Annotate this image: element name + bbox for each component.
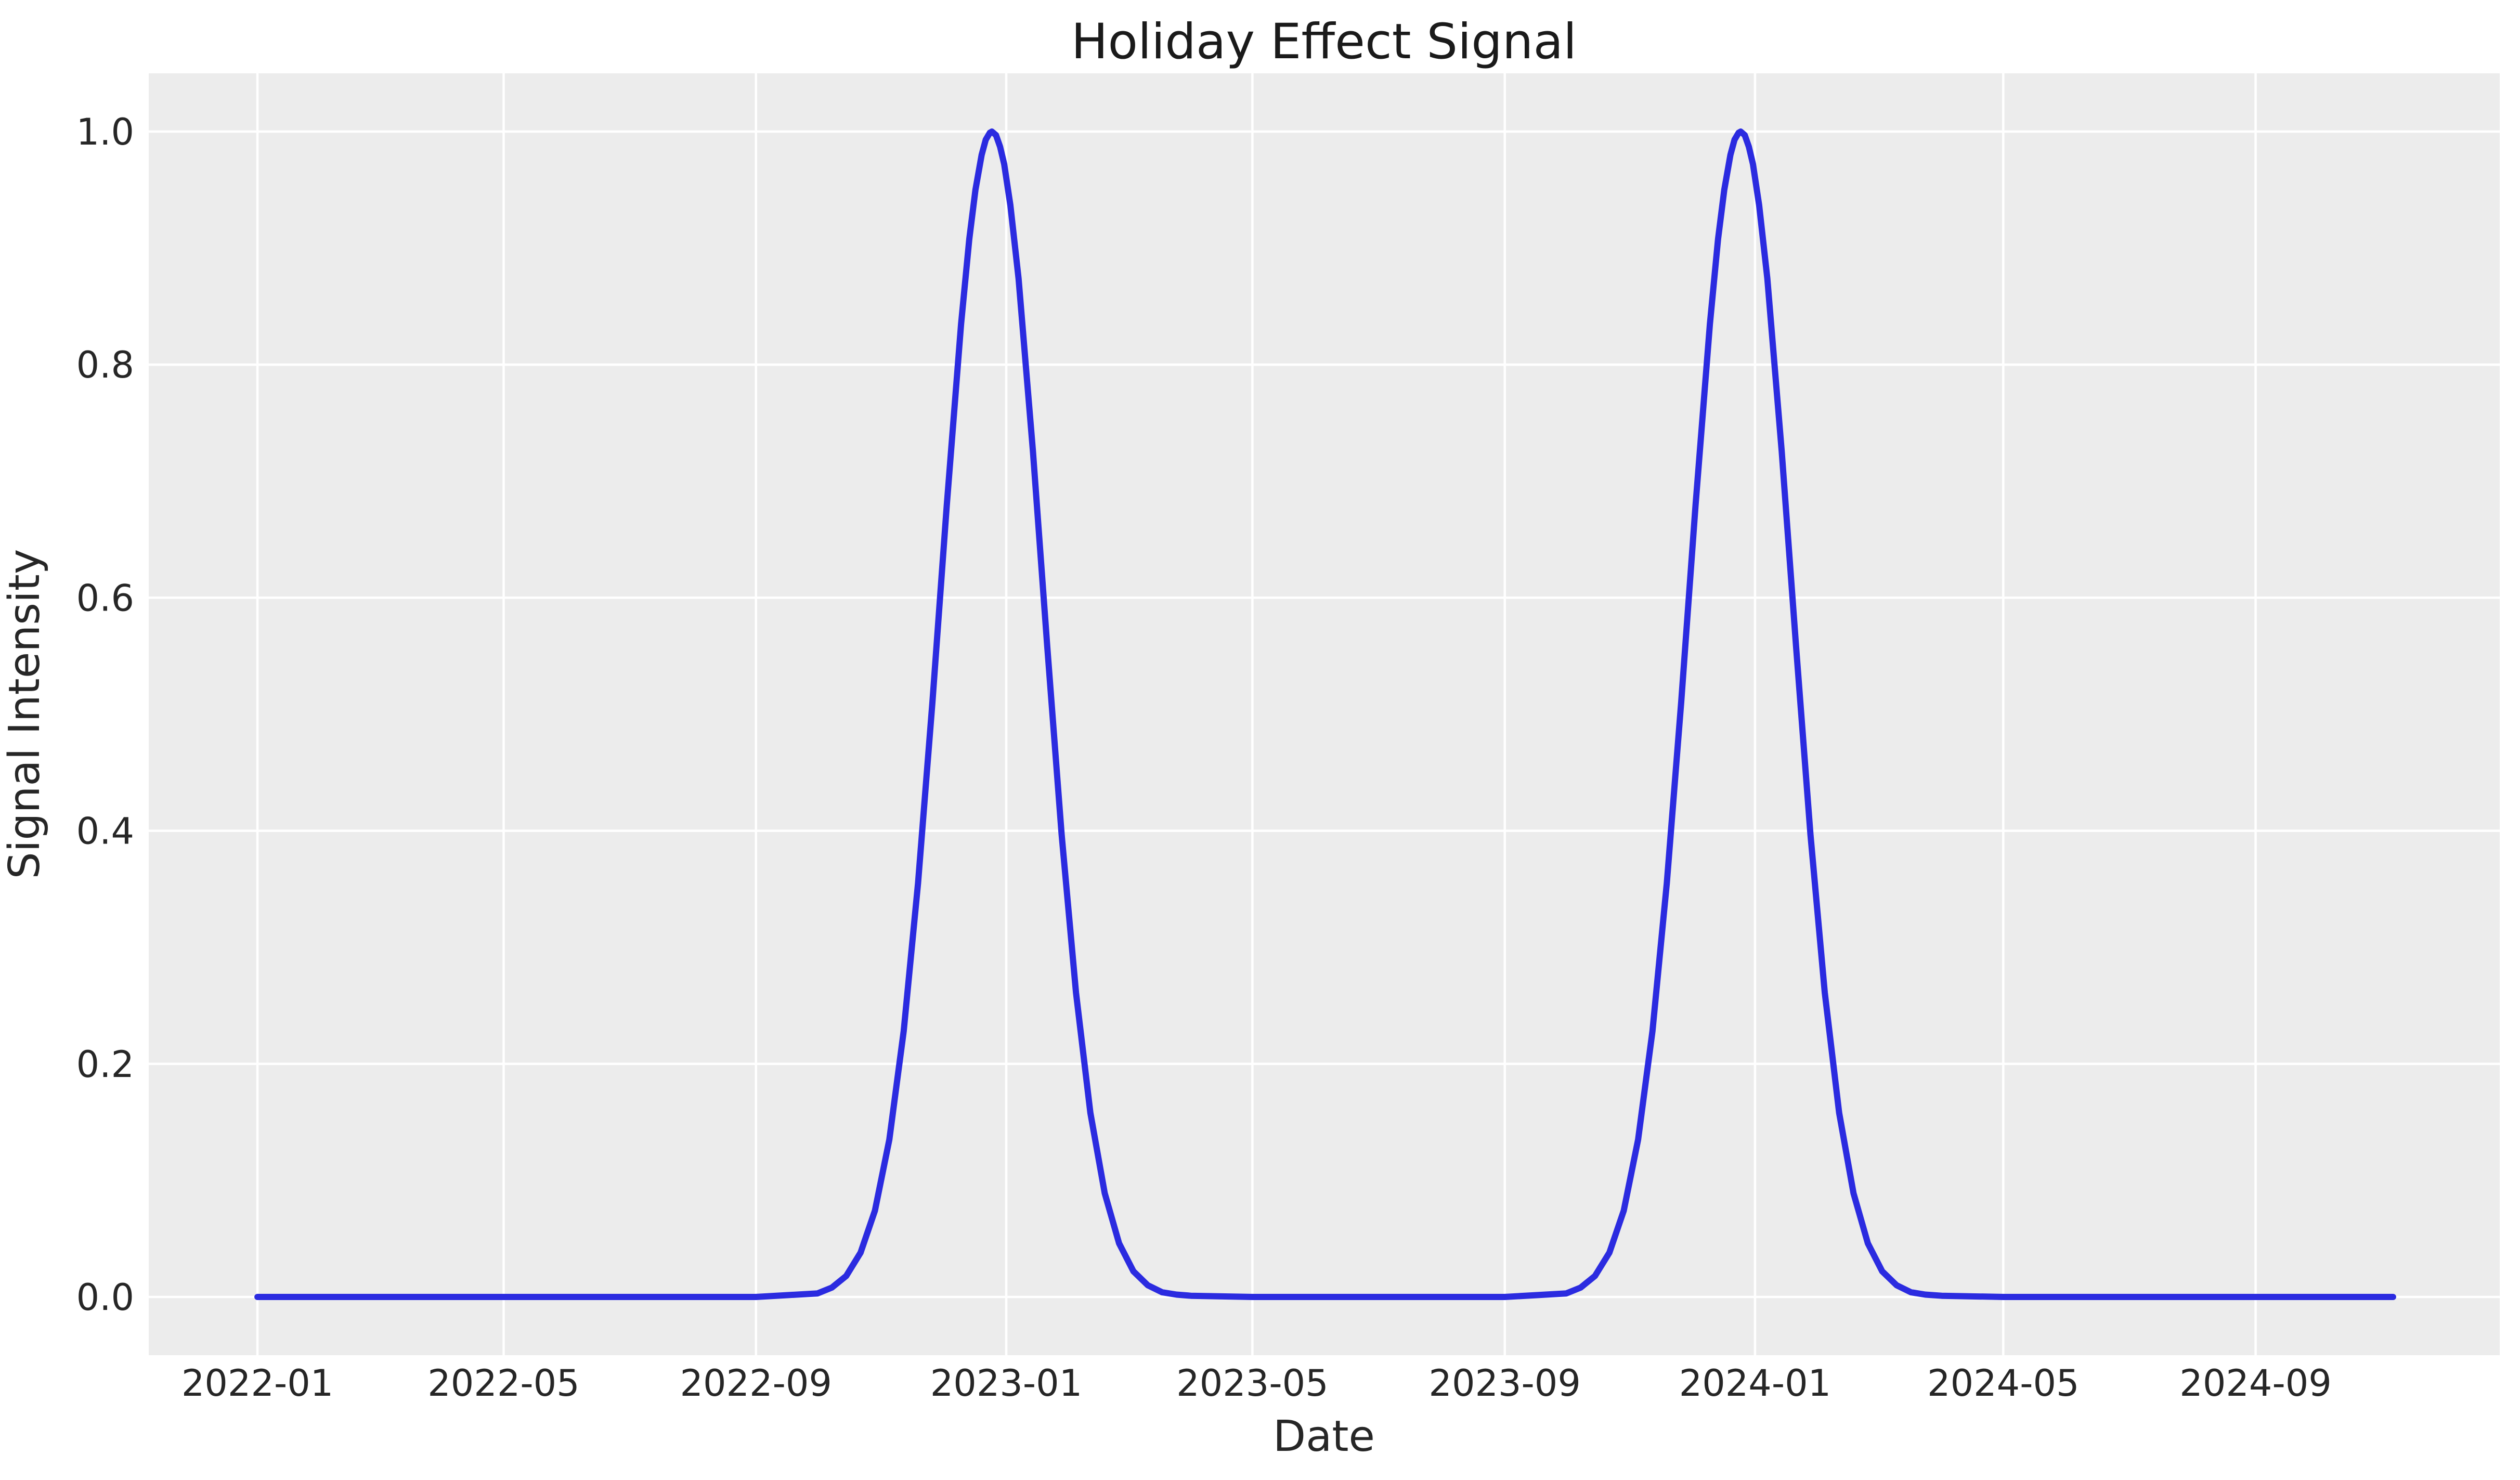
y-axis-label: Signal Intensity [0,549,49,879]
x-tick-label: 2022-05 [427,1362,579,1405]
signal-line-group [254,128,2396,1300]
plot-area [149,73,2500,1355]
y-tick-label: 0.8 [76,344,134,386]
chart-title: Holiday Effect Signal [1071,14,1577,70]
x-tick-label: 2023-09 [1428,1362,1580,1405]
signal-line [254,128,2396,1300]
y-tick-label: 0.2 [76,1043,134,1086]
x-tick-label: 2024-09 [2179,1362,2331,1405]
x-tick-label: 2024-05 [1927,1362,2079,1405]
y-tick-label: 0.0 [76,1276,134,1319]
x-axis-label: Date [1273,1412,1375,1461]
x-axis-tick-labels: 2022-01 2022-05 2022-09 2023-01 2023-05 2023-… [181,1362,2332,1405]
x-tick-label: 2022-09 [680,1362,832,1405]
x-tick-label: 2023-01 [930,1362,1082,1405]
y-tick-label: 0.4 [76,810,134,853]
y-axis-tick-labels: 0.0 0.2 0.4 0.6 0.8 1.0 [76,111,134,1319]
y-tick-label: 1.0 [76,111,134,153]
x-tick-label: 2022-01 [181,1362,333,1405]
y-tick-label: 0.6 [76,577,134,619]
x-tick-label: 2024-01 [1679,1362,1831,1405]
x-tick-label: 2023-05 [1176,1362,1328,1405]
